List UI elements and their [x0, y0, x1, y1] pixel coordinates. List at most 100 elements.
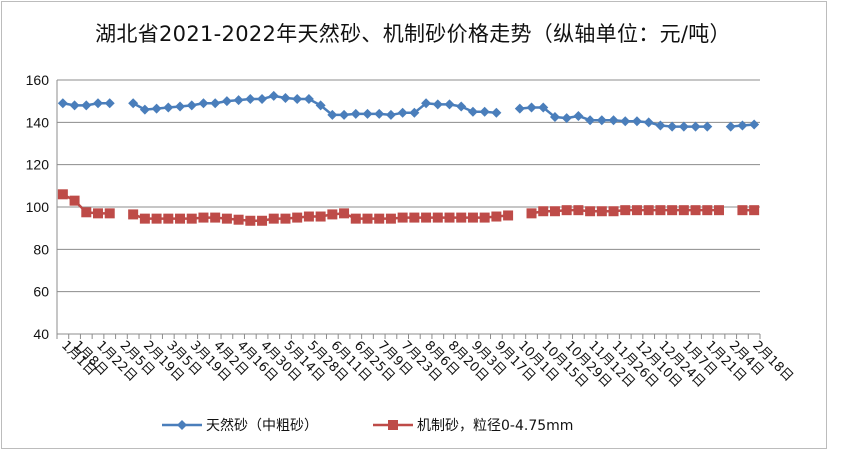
data-point [526, 208, 537, 219]
data-point [303, 211, 314, 222]
data-point [339, 109, 350, 120]
data-point [702, 121, 713, 132]
data-point [421, 98, 432, 109]
y-tick-label: 160 [26, 72, 50, 88]
data-point [362, 213, 373, 224]
data-point [128, 209, 139, 220]
data-point [128, 98, 139, 109]
data-point [397, 212, 408, 223]
data-point [292, 212, 303, 223]
data-point [57, 98, 68, 109]
data-point [667, 205, 678, 216]
data-point [596, 206, 607, 217]
data-point [467, 106, 478, 117]
data-point [596, 115, 607, 126]
data-point [538, 102, 549, 113]
data-point [245, 94, 256, 105]
data-point [175, 213, 186, 224]
data-point [327, 109, 338, 120]
data-point [327, 209, 338, 220]
data-point [737, 120, 748, 131]
data-point [186, 100, 197, 111]
data-point [561, 113, 572, 124]
data-point [374, 108, 385, 119]
data-point [57, 189, 68, 200]
data-point [81, 100, 92, 111]
y-tick-label: 120 [26, 157, 50, 173]
data-point [573, 110, 584, 121]
data-point [620, 116, 631, 127]
legend-marker [177, 420, 187, 430]
data-point [690, 121, 701, 132]
data-point [667, 121, 678, 132]
data-point [631, 205, 642, 216]
data-point [292, 94, 303, 105]
data-point [514, 103, 525, 114]
data-point [749, 205, 760, 216]
data-point [620, 205, 631, 216]
legend-label: 天然砂（中粗砂） [206, 417, 318, 434]
data-point [245, 215, 256, 226]
data-point [362, 108, 373, 119]
data-point [749, 119, 760, 130]
data-point [631, 116, 642, 127]
data-point [163, 213, 174, 224]
data-point [479, 212, 490, 223]
data-point [350, 213, 361, 224]
data-point [257, 94, 268, 105]
data-point [409, 107, 420, 118]
data-point [268, 90, 279, 101]
data-point [479, 106, 490, 117]
data-point [690, 205, 701, 216]
data-point [573, 205, 584, 216]
data-point [421, 212, 432, 223]
data-point [608, 206, 619, 217]
data-point [210, 212, 221, 223]
data-point [280, 92, 291, 103]
data-point [315, 211, 326, 222]
data-point [198, 98, 209, 109]
data-point [175, 101, 186, 112]
data-point [725, 121, 736, 132]
data-point [585, 206, 596, 217]
data-point [549, 206, 560, 217]
data-point [561, 205, 572, 216]
data-point [432, 212, 443, 223]
data-point [163, 102, 174, 113]
data-point [456, 101, 467, 112]
data-point [315, 100, 326, 111]
data-point [350, 108, 361, 119]
data-point [374, 213, 385, 224]
data-point [643, 205, 654, 216]
data-point [655, 205, 666, 216]
data-point [456, 212, 467, 223]
y-tick-label: 80 [33, 241, 49, 257]
data-point [737, 205, 748, 216]
y-tick-label: 140 [26, 114, 50, 130]
data-point [444, 99, 455, 110]
legend-label: 机制砂，粒径0-4.75mm [417, 418, 573, 434]
data-point [444, 212, 455, 223]
y-tick-label: 100 [26, 199, 50, 215]
data-point [713, 205, 724, 216]
data-point [385, 213, 396, 224]
data-point [339, 208, 350, 219]
data-point [233, 214, 244, 225]
data-point [139, 213, 150, 224]
data-point [198, 212, 209, 223]
data-point [397, 107, 408, 118]
data-point [186, 213, 197, 224]
data-point [503, 210, 514, 221]
data-point [69, 195, 80, 206]
data-point [69, 100, 80, 111]
data-point [268, 213, 279, 224]
data-point [257, 215, 268, 226]
data-point [139, 104, 150, 115]
data-point [221, 213, 232, 224]
data-point [409, 212, 420, 223]
data-point [81, 207, 92, 218]
data-point [104, 208, 115, 219]
data-point [702, 205, 713, 216]
data-point [151, 213, 162, 224]
